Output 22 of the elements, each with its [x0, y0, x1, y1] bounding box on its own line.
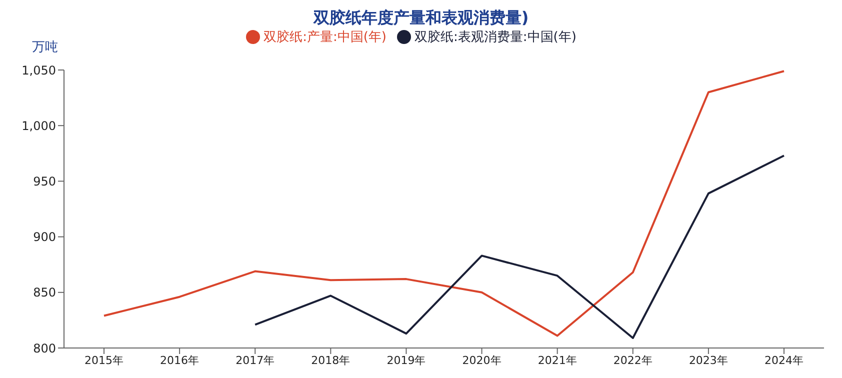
- line-series: [103, 70, 785, 337]
- x-tick-label: 2015年: [84, 354, 124, 367]
- legend-label: 双胶纸:表观消费量:中国(年): [414, 30, 576, 45]
- x-tick-label: 2016年: [160, 354, 200, 367]
- x-tick-label: 2023年: [688, 354, 728, 367]
- y-tick-label: 950: [33, 174, 56, 188]
- x-tick-label: 2024年: [764, 354, 804, 367]
- y-axis-title: 万吨: [32, 39, 58, 56]
- legend-label: 双胶纸:产量:中国(年): [264, 30, 386, 45]
- x-tick-label: 2018年: [311, 354, 350, 367]
- x-tick-label: 2021年: [538, 354, 577, 367]
- x-tick-label: 2017年: [236, 354, 275, 367]
- x-tick-label: 2020年: [462, 354, 502, 367]
- chart-title: 双胶纸年度产量和表观消费量): [312, 8, 530, 28]
- y-tick-label: 1,000: [22, 118, 56, 133]
- y-tick-label: 850: [33, 286, 56, 300]
- line-series: [254, 154, 785, 339]
- y-tick-label: 800: [33, 341, 56, 356]
- x-tick-label: 2019年: [386, 354, 426, 367]
- y-tick-label: 900: [33, 230, 56, 244]
- x-tick-label: 2022年: [613, 354, 652, 367]
- y-tick-label: 1,050: [22, 63, 56, 78]
